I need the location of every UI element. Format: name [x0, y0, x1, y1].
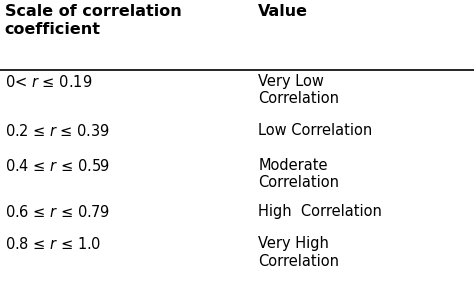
Text: Low Correlation: Low Correlation	[258, 123, 373, 138]
Text: High  Correlation: High Correlation	[258, 204, 382, 220]
Text: Very High
Correlation: Very High Correlation	[258, 236, 339, 269]
Text: 0.8 ≤ $r$ ≤ 1.0: 0.8 ≤ $r$ ≤ 1.0	[5, 236, 101, 252]
Text: Moderate
Correlation: Moderate Correlation	[258, 158, 339, 191]
Text: 0.4 ≤ $r$ ≤ 0.59: 0.4 ≤ $r$ ≤ 0.59	[5, 158, 110, 174]
Text: 0.2 ≤ $r$ ≤ 0.39: 0.2 ≤ $r$ ≤ 0.39	[5, 123, 110, 139]
Text: 0< $r$ ≤ 0.19: 0< $r$ ≤ 0.19	[5, 74, 92, 90]
Text: Value: Value	[258, 4, 308, 19]
Text: 0.6 ≤ $r$ ≤ 0.79: 0.6 ≤ $r$ ≤ 0.79	[5, 204, 109, 220]
Text: Scale of correlation
coefficient: Scale of correlation coefficient	[5, 4, 182, 37]
Text: Very Low
Correlation: Very Low Correlation	[258, 74, 339, 106]
